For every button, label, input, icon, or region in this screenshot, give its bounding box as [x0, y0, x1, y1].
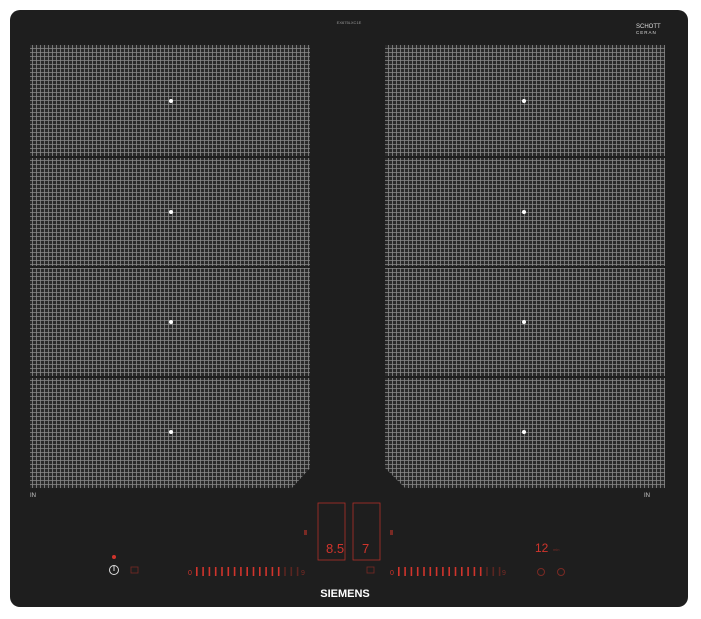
- slider-segment[interactable]: [461, 567, 463, 576]
- zone-divider: [385, 266, 665, 268]
- zone-divider: [30, 266, 310, 268]
- left-slider-max: 9: [301, 570, 305, 577]
- slider-segment[interactable]: [435, 567, 438, 576]
- zone-divider: [385, 376, 665, 378]
- slider-segment[interactable]: [233, 567, 236, 576]
- slider-segment[interactable]: [486, 567, 488, 576]
- slider-segment[interactable]: [479, 567, 482, 576]
- right-slider-min: 0: [390, 570, 394, 577]
- left-power-level: 8.5: [326, 541, 344, 556]
- ceran-logo: CERAN: [636, 30, 657, 35]
- slider-segment[interactable]: [416, 567, 419, 576]
- power-icon[interactable]: [109, 565, 119, 575]
- timer-display: 12: [535, 541, 549, 555]
- right-zone-label: IN: [644, 493, 650, 499]
- zone-center-mark: [522, 320, 526, 324]
- zone-center-mark: [169, 99, 173, 103]
- slider-segment[interactable]: [492, 567, 495, 576]
- slider-segment[interactable]: [467, 567, 469, 576]
- slider-segment[interactable]: [473, 567, 476, 576]
- slider-segment[interactable]: [252, 567, 255, 576]
- slider-segment[interactable]: [246, 567, 248, 576]
- slider-segment[interactable]: [277, 567, 280, 576]
- right-zone-display[interactable]: [352, 502, 381, 561]
- zone-divider: [385, 156, 665, 158]
- left-zone-select[interactable]: [304, 530, 307, 535]
- slider-segment[interactable]: [404, 567, 406, 576]
- slider-segment[interactable]: [423, 567, 425, 576]
- zone-center-mark: [169, 210, 173, 214]
- slider-segment[interactable]: [265, 567, 267, 576]
- slider-segment[interactable]: [227, 567, 230, 576]
- slider-segment[interactable]: [290, 567, 293, 576]
- slider-segment[interactable]: [429, 567, 432, 576]
- clock-icon[interactable]: [557, 568, 565, 576]
- slider-segment[interactable]: [296, 567, 299, 576]
- slider-segment[interactable]: [208, 567, 211, 576]
- timer-icon[interactable]: [537, 568, 545, 576]
- zone-divider: [30, 376, 310, 378]
- slider-segment[interactable]: [271, 567, 274, 576]
- brand-logo: SIEMENS: [320, 588, 370, 600]
- zone-divider: [30, 156, 310, 158]
- slider-segment[interactable]: [214, 567, 217, 576]
- zone-center-mark: [522, 430, 526, 434]
- model-code: EX675LXC1E: [337, 20, 362, 25]
- lock-icon[interactable]: [130, 566, 139, 574]
- slider-segment[interactable]: [202, 567, 204, 576]
- slider-segment[interactable]: [448, 567, 450, 576]
- slider-segment[interactable]: [498, 567, 501, 576]
- left-slider-min: 0: [188, 570, 192, 577]
- slider-segment[interactable]: [442, 567, 444, 576]
- zone-center-mark: [522, 99, 526, 103]
- slider-segment[interactable]: [398, 567, 400, 576]
- slider-segment[interactable]: [221, 567, 223, 576]
- left-power-slider[interactable]: [196, 567, 299, 576]
- timer-unit: min: [553, 547, 559, 552]
- left-zone-label: IN: [30, 493, 36, 499]
- slider-segment[interactable]: [196, 567, 198, 576]
- slider-segment[interactable]: [259, 567, 261, 576]
- slider-segment[interactable]: [454, 567, 457, 576]
- boost-icon[interactable]: [366, 566, 375, 574]
- zone-center-mark: [522, 210, 526, 214]
- schott-logo: SCHOTT: [636, 24, 661, 30]
- zone-center-mark: [169, 430, 173, 434]
- right-power-slider[interactable]: [398, 567, 501, 576]
- right-power-level: 7: [362, 541, 369, 556]
- power-indicator: [112, 555, 116, 559]
- left-zone-display[interactable]: [317, 502, 346, 561]
- slider-segment[interactable]: [240, 567, 242, 576]
- right-slider-max: 9: [502, 570, 506, 577]
- zone-center-mark: [169, 320, 173, 324]
- right-zone-select[interactable]: [390, 530, 393, 535]
- slider-segment[interactable]: [284, 567, 286, 576]
- slider-segment[interactable]: [410, 567, 413, 576]
